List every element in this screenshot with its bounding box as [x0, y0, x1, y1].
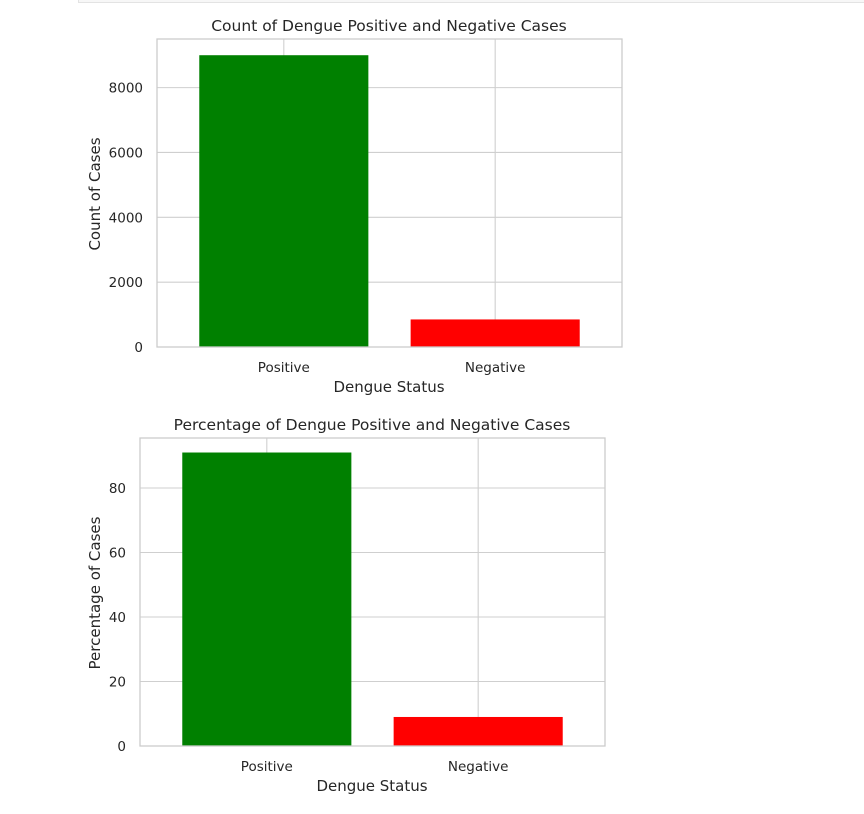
x-axis-label: Dengue Status [333, 378, 444, 396]
bar-negative [410, 319, 580, 347]
x-tick-label: Positive [241, 759, 293, 775]
y-axis-label: Percentage of Cases [86, 516, 104, 669]
y-tick-label: 4000 [109, 210, 143, 226]
notebook-cell-border [78, 0, 864, 3]
x-axis-label: Dengue Status [316, 777, 427, 795]
y-tick-label: 2000 [109, 275, 143, 291]
percentage-chart: Percentage of Dengue Positive and Negati… [86, 416, 606, 795]
count-chart: Count of Dengue Positive and Negative Ca… [86, 17, 623, 396]
bar-positive [182, 452, 352, 746]
chart-title: Percentage of Dengue Positive and Negati… [174, 416, 571, 434]
y-tick-label: 0 [134, 340, 143, 356]
bar-positive [199, 55, 369, 348]
x-tick-label: Negative [465, 360, 526, 376]
y-tick-label: 60 [109, 545, 126, 561]
plot-frame [139, 437, 606, 747]
x-tick-label: Negative [448, 759, 509, 775]
y-tick-label: 40 [109, 610, 126, 626]
y-axis-label: Count of Cases [86, 137, 104, 250]
y-tick-label: 20 [109, 674, 126, 690]
y-tick-label: 6000 [109, 145, 143, 161]
y-tick-label: 0 [117, 739, 126, 755]
y-tick-label: 80 [109, 481, 126, 497]
chart-title: Count of Dengue Positive and Negative Ca… [211, 17, 567, 35]
bar-negative [393, 716, 563, 746]
y-tick-label: 8000 [109, 81, 143, 97]
plot-frame [156, 38, 623, 348]
x-tick-label: Positive [258, 360, 310, 376]
